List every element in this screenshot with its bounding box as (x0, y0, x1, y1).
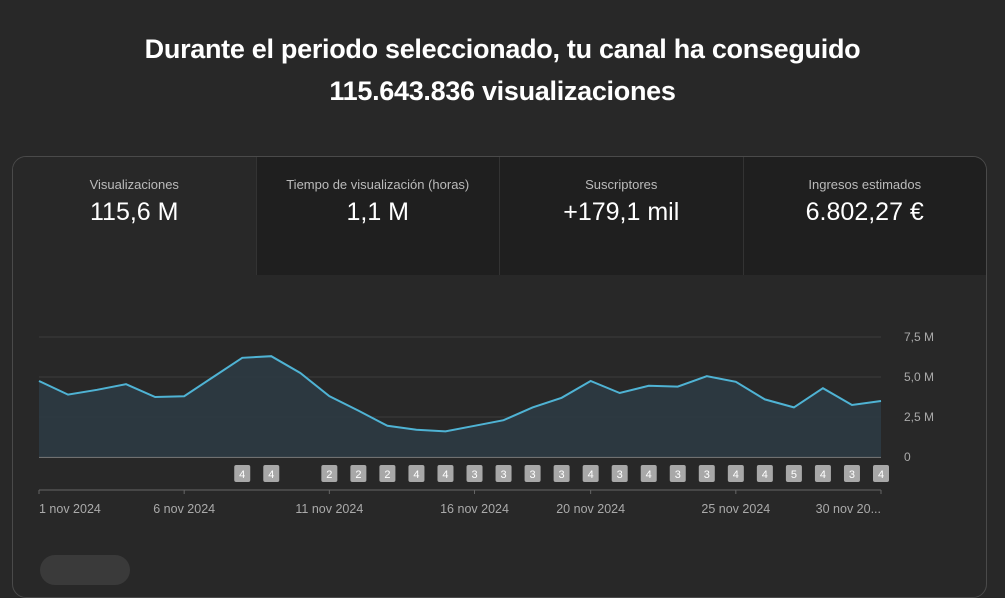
video-marker-count: 2 (326, 469, 332, 481)
video-marker-count: 4 (733, 469, 739, 481)
y-tick-label: 0 (904, 450, 911, 464)
x-tick-label: 1 nov 2024 (39, 502, 101, 516)
video-marker-count: 4 (820, 469, 826, 481)
video-marker-count: 3 (530, 469, 536, 481)
video-marker-count: 3 (500, 469, 506, 481)
x-tick-label: 6 nov 2024 (153, 502, 215, 516)
x-tick-label: 25 nov 2024 (701, 502, 770, 516)
x-tick-label: 11 nov 2024 (295, 502, 363, 516)
x-tick-label: 16 nov 2024 (440, 502, 509, 516)
see-more-button[interactable] (40, 555, 130, 585)
video-marker-count: 3 (675, 469, 681, 481)
video-marker-count: 3 (704, 469, 710, 481)
video-marker-count: 4 (588, 469, 594, 481)
video-marker-count: 3 (617, 469, 623, 481)
video-marker-count: 3 (559, 469, 565, 481)
video-marker-count: 4 (442, 469, 448, 481)
video-marker-count: 2 (384, 469, 390, 481)
y-tick-label: 5,0 M (904, 370, 934, 384)
x-tick-label: 30 nov 20... (816, 502, 881, 516)
y-tick-label: 7,5 M (904, 330, 934, 344)
views-chart: 0 2,5 M 5,0 M 7,5 M 4 4 2 2 2 4 4 3 3 3 3 4 3 4 3 3 4 4 5 4 3 4 1 … (0, 0, 1005, 564)
x-tick-label: 20 nov 2024 (556, 502, 625, 516)
video-marker-count: 4 (762, 469, 768, 481)
video-marker-count: 4 (646, 469, 652, 481)
video-marker-count: 5 (791, 469, 797, 481)
video-marker-count: 4 (239, 469, 245, 481)
video-marker-count: 3 (849, 469, 855, 481)
video-marker-count: 2 (355, 469, 361, 481)
video-marker-count: 3 (471, 469, 477, 481)
area-fill (39, 356, 881, 457)
video-marker-count: 4 (268, 469, 274, 481)
y-tick-label: 2,5 M (904, 410, 934, 424)
video-marker-count: 4 (413, 469, 419, 481)
video-marker-count: 4 (878, 469, 884, 481)
